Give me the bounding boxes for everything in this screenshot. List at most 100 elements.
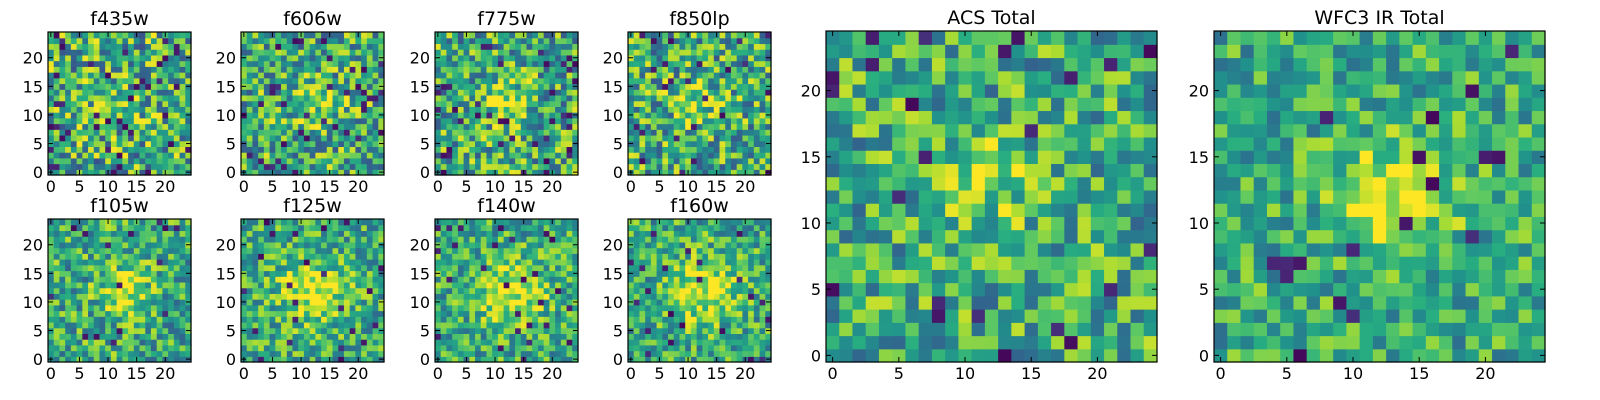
heatmap-cell — [543, 123, 550, 130]
heatmap-cell — [555, 169, 562, 176]
heatmap-cell — [435, 344, 442, 352]
heatmap-cell — [690, 117, 698, 125]
heatmap-cell — [645, 304, 652, 312]
heatmap-cell — [241, 60, 248, 67]
heatmap-cell — [378, 77, 385, 85]
heatmap-cell — [116, 32, 123, 39]
heatmap-cell — [469, 112, 476, 119]
heatmap-cell — [59, 54, 66, 62]
heatmap-cell — [156, 236, 163, 243]
heatmap-cell — [258, 100, 265, 107]
heatmap-cell — [332, 83, 339, 90]
heatmap-cell — [748, 106, 755, 113]
heatmap-cell — [503, 356, 510, 363]
heatmap-cell — [650, 134, 658, 142]
heatmap-cell — [480, 169, 488, 176]
heatmap-cell — [543, 219, 550, 226]
heatmap-cell — [269, 299, 276, 306]
heatmap-cell — [690, 281, 698, 289]
heatmap-cell — [446, 310, 453, 317]
heatmap-cell — [321, 304, 328, 312]
heatmap-cell — [326, 321, 334, 329]
heatmap-cell — [639, 146, 646, 153]
heatmap-cell — [93, 287, 101, 294]
heatmap-cell — [480, 230, 488, 237]
heatmap-cell — [99, 276, 106, 283]
heatmap-cell — [292, 83, 299, 90]
heatmap-cell — [366, 106, 374, 113]
heatmap-cell — [355, 350, 362, 357]
heatmap-cell — [543, 321, 550, 329]
heatmap-cell — [560, 89, 568, 96]
heatmap-cell — [82, 117, 89, 125]
heatmap-cell — [532, 333, 539, 340]
heatmap-cell — [76, 37, 83, 45]
heatmap-cell — [662, 66, 669, 73]
heatmap-cell — [48, 77, 55, 85]
heatmap-cell — [332, 157, 339, 165]
y-tick-label: 20 — [410, 236, 430, 255]
heatmap-cell — [520, 321, 528, 329]
x-tick-label: 10 — [98, 177, 118, 196]
heatmap-cell — [656, 146, 663, 153]
heatmap-cell — [269, 60, 276, 67]
heatmap-cell — [349, 333, 356, 340]
heatmap-cell — [309, 259, 316, 266]
heatmap-cell — [520, 140, 528, 147]
heatmap-cell — [446, 169, 453, 176]
heatmap-cell — [662, 276, 669, 283]
heatmap-cell — [105, 140, 112, 147]
heatmap-cell — [549, 37, 556, 45]
heatmap-cell — [497, 134, 505, 142]
heatmap-cell — [673, 140, 681, 147]
heatmap-cell — [492, 60, 499, 67]
heatmap-cell — [82, 310, 89, 317]
heatmap-cell — [748, 72, 755, 79]
heatmap-cell — [303, 49, 311, 56]
heatmap-cell — [139, 236, 146, 243]
heatmap-cell — [457, 123, 465, 130]
heatmap-cell — [566, 304, 573, 312]
heatmap-cell — [252, 89, 259, 96]
heatmap-cell — [537, 224, 545, 232]
heatmap-cell — [480, 356, 488, 363]
heatmap-cell — [520, 344, 528, 352]
heatmap-cell — [526, 43, 533, 50]
heatmap-cell — [275, 123, 282, 130]
heatmap-cell — [708, 106, 715, 113]
heatmap-cell — [736, 344, 743, 352]
heatmap-cell — [241, 157, 248, 165]
heatmap-cell — [560, 140, 568, 147]
heatmap-cell — [116, 112, 123, 119]
heatmap-cell — [639, 72, 646, 79]
heatmap-cell — [173, 157, 181, 165]
heatmap-cell — [361, 94, 368, 102]
heatmap-cell — [122, 83, 129, 90]
heatmap-cell — [708, 293, 715, 300]
heatmap-cell — [93, 236, 101, 243]
heatmap-cell — [486, 281, 493, 289]
heatmap-cell — [269, 293, 276, 300]
heatmap-cell — [628, 316, 635, 323]
heatmap-cell — [99, 146, 106, 153]
heatmap-cell — [139, 157, 146, 165]
heatmap-cell — [162, 241, 169, 249]
heatmap-cell — [99, 43, 106, 50]
heatmap-cell — [656, 321, 663, 329]
heatmap-cell — [736, 66, 743, 73]
heatmap-cell — [168, 123, 175, 130]
heatmap-cell — [503, 117, 510, 125]
panel-title: f606w — [283, 8, 342, 30]
heatmap-cell — [685, 344, 692, 352]
heatmap-cell — [457, 236, 465, 243]
heatmap-cell — [70, 60, 78, 67]
heatmap-cell — [566, 316, 573, 323]
heatmap-cell — [315, 247, 322, 254]
heatmap-cell — [309, 94, 316, 102]
heatmap-cell — [133, 276, 141, 283]
heatmap-cell — [258, 94, 265, 102]
heatmap-cell — [156, 54, 163, 62]
heatmap-cell — [463, 264, 470, 272]
heatmap-cell — [65, 66, 72, 73]
heatmap-cell — [321, 287, 328, 294]
